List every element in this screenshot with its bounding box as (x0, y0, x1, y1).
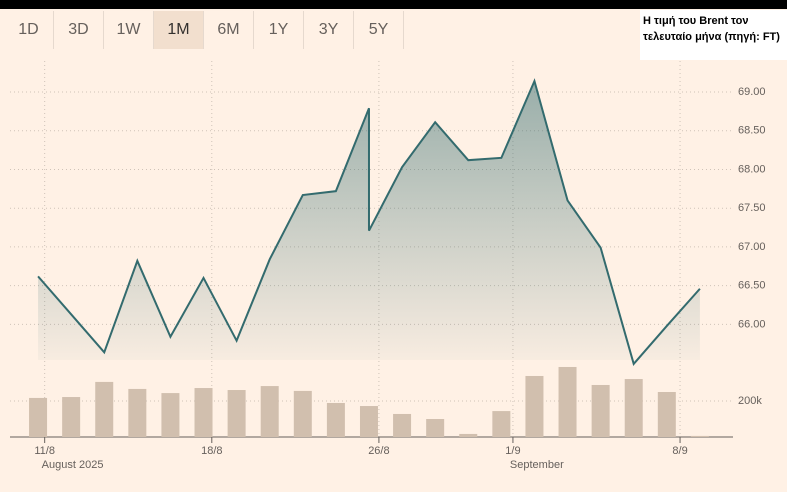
volume-bar (62, 397, 81, 437)
volume-bar (426, 419, 445, 437)
x-period-label: August 2025 (42, 459, 104, 471)
volume-bar (624, 379, 643, 437)
volume-bar (459, 433, 478, 437)
range-tab[interactable]: 1W (104, 11, 154, 49)
volume-bar (393, 413, 412, 437)
volume-bar (293, 390, 312, 437)
volume-bar (359, 406, 378, 437)
volume-bar (326, 402, 345, 437)
x-period-label: September (510, 459, 564, 471)
y-tick-label: 68.50 (738, 125, 766, 137)
volume-bar (227, 390, 246, 437)
volume-bar (260, 386, 279, 437)
range-tab[interactable]: 1Y (254, 11, 304, 49)
volume-bar (657, 392, 676, 437)
x-tick-label: 11/8 (34, 445, 55, 457)
range-tab[interactable]: 5Y (354, 11, 404, 49)
y-tick-label: 67.00 (738, 241, 766, 253)
volume-bar (29, 397, 48, 437)
y-tick-label: 68.00 (738, 163, 766, 175)
top-bar (0, 0, 787, 9)
range-tab[interactable]: 3D (54, 11, 104, 49)
volume-bar (591, 384, 610, 437)
volume-bar (194, 388, 213, 437)
y-tick-label: 69.00 (738, 86, 766, 98)
range-tab[interactable]: 6M (204, 11, 254, 49)
volume-bar (128, 388, 147, 437)
x-tick-label: 8/9 (672, 445, 687, 457)
range-tab[interactable]: 1D (4, 11, 54, 49)
range-tab[interactable]: 1M (154, 11, 204, 49)
x-tick-label: 1/9 (505, 445, 520, 457)
y-tick-label: 67.50 (738, 202, 766, 214)
y-tick-label: 66.00 (738, 318, 766, 330)
range-tab[interactable]: 3Y (304, 11, 354, 49)
volume-bar (492, 411, 511, 437)
volume-bar (525, 375, 544, 437)
x-tick-label: 18/8 (201, 445, 222, 457)
volume-bar (161, 393, 180, 437)
tab-bar: 1D 3D 1W 1M 6M 1Y 3Y 5Y (4, 11, 404, 49)
y2-tick-label: 200k (738, 395, 762, 407)
price-line (37, 78, 701, 366)
note: Η τιμή του Brent τον τελευταίο μήνα (πηγ… (640, 10, 787, 60)
volume-bar (95, 381, 114, 437)
volume-bar (690, 435, 709, 437)
volume-bar (558, 366, 577, 437)
y-tick-label: 66.50 (738, 280, 766, 292)
x-tick-label: 26/8 (368, 445, 389, 457)
